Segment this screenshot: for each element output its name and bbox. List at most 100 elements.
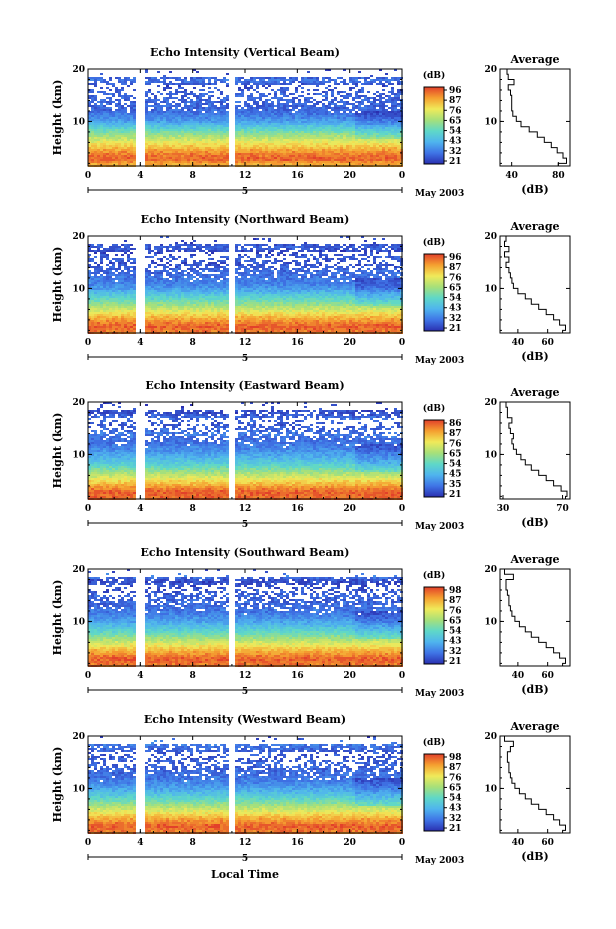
average-profile-line (504, 236, 566, 333)
colorbar-tick-label: 65 (449, 283, 462, 293)
colorbar-tick-label: 65 (449, 616, 462, 626)
x-tick-label: 12 (239, 671, 252, 681)
x-tick-label: 20 (343, 504, 356, 514)
x-tick-label: 12 (239, 504, 252, 514)
colorbar-tick-label: 87 (449, 96, 462, 106)
x-tick-label: 16 (291, 504, 304, 514)
y-axis-label: Height (km) (51, 580, 64, 656)
colorbar-tick-label: 65 (449, 449, 462, 459)
date-label: May 2003 (415, 522, 464, 532)
colorbar-tick-label: 54 (449, 627, 462, 637)
y-axis-label: Height (km) (51, 80, 64, 156)
colorbar-tick-label: 54 (449, 294, 462, 304)
avg-y-tick-label: 10 (484, 617, 497, 627)
colorbar-tick-label: 98 (449, 586, 462, 596)
avg-x-axis-label: (dB) (521, 516, 548, 529)
average-frame (499, 401, 571, 500)
x-tick-label: 4 (137, 338, 143, 348)
y-tick-label: 10 (72, 117, 85, 127)
average-title: Average (509, 53, 559, 66)
colorbar-tick-label: 45 (449, 470, 462, 480)
avg-x-tick-label: 70 (556, 504, 569, 514)
avg-x-axis-label: (dB) (521, 683, 548, 696)
y-tick-label: 20 (72, 232, 85, 242)
heatmap-raster (88, 569, 403, 667)
x-tick-label: 0 (85, 338, 91, 348)
avg-x-tick-label: 60 (541, 671, 554, 681)
average-frame (499, 68, 571, 167)
heatmap-raster (88, 69, 403, 167)
colorbar-label: (dB) (423, 70, 445, 81)
x-tick-label: 8 (190, 338, 196, 348)
colorbar-tick-label: 43 (449, 637, 462, 647)
panel-title: Echo Intensity (Eastward Beam) (145, 379, 344, 392)
average-frame (499, 735, 571, 834)
x-tick-label: 0 (399, 671, 405, 681)
colorbar-tick-label: 87 (449, 596, 462, 606)
colorbar-tick-label: 43 (449, 804, 462, 814)
x-tick-label: 20 (343, 671, 356, 681)
x-tick-label: 0 (85, 671, 91, 681)
average-title: Average (509, 720, 559, 733)
x-tick-label: 0 (399, 171, 405, 181)
colorbar-tick-label: 32 (449, 314, 462, 324)
colorbar (423, 86, 445, 165)
avg-x-tick-label: 40 (512, 338, 525, 348)
colorbar-tick-label: 32 (449, 814, 462, 824)
colorbar-tick-label: 21 (449, 657, 462, 667)
avg-y-tick-label: 20 (484, 65, 497, 75)
date-label: May 2003 (415, 189, 464, 199)
avg-x-tick-label: 40 (505, 171, 518, 181)
y-tick-label: 20 (72, 732, 85, 742)
y-axis-label: Height (km) (51, 247, 64, 323)
x-tick-label: 16 (291, 838, 304, 848)
x-tick-label: 0 (85, 171, 91, 181)
y-axis-label: Height (km) (51, 413, 64, 489)
heatmap-raster (88, 402, 403, 500)
day-label: 5 (242, 354, 248, 364)
colorbar-tick-label: 87 (449, 263, 462, 273)
colorbar (423, 753, 445, 832)
colorbar-tick-label: 76 (449, 606, 462, 616)
x-tick-label: 12 (239, 338, 252, 348)
x-tick-label: 4 (137, 171, 143, 181)
colorbar (423, 419, 445, 498)
x-tick-label: 12 (239, 838, 252, 848)
average-profile-line (506, 69, 567, 166)
x-tick-label: 4 (137, 671, 143, 681)
panel-title: Echo Intensity (Northward Beam) (141, 213, 350, 226)
average-profile-line (504, 736, 566, 833)
colorbar-label: (dB) (423, 237, 445, 248)
colorbar-tick-label: 32 (449, 147, 462, 157)
avg-y-tick-label: 20 (484, 565, 497, 575)
avg-y-tick-label: 20 (484, 232, 497, 242)
colorbar-tick-label: 98 (449, 753, 462, 763)
avg-y-tick-label: 20 (484, 732, 497, 742)
day-label: 5 (242, 187, 248, 197)
x-tick-label: 4 (137, 838, 143, 848)
x-tick-label: 0 (85, 504, 91, 514)
colorbar-label: (dB) (423, 570, 445, 581)
x-tick-label: 20 (343, 171, 356, 181)
average-frame (499, 568, 571, 667)
day-label: 5 (242, 520, 248, 530)
colorbar (423, 253, 445, 332)
colorbar-tick-label: 87 (449, 429, 462, 439)
colorbar-tick-label: 21 (449, 324, 462, 334)
x-tick-label: 12 (239, 171, 252, 181)
x-tick-label: 20 (343, 338, 356, 348)
x-tick-label: 4 (137, 504, 143, 514)
avg-y-tick-label: 10 (484, 450, 497, 460)
colorbar-tick-label: 21 (449, 490, 462, 500)
avg-y-tick-label: 10 (484, 284, 497, 294)
x-tick-label: 16 (291, 671, 304, 681)
average-profile-line (504, 569, 566, 666)
colorbar-tick-label: 54 (449, 794, 462, 804)
day-label: 5 (242, 687, 248, 697)
avg-x-tick-label: 40 (512, 671, 525, 681)
avg-x-tick-label: 80 (552, 171, 565, 181)
avg-x-tick-label: 40 (512, 838, 525, 848)
colorbar-tick-label: 86 (449, 419, 462, 429)
panel-1: Echo Intensity (Vertical Beam) 10 20 Height… (51, 46, 571, 199)
